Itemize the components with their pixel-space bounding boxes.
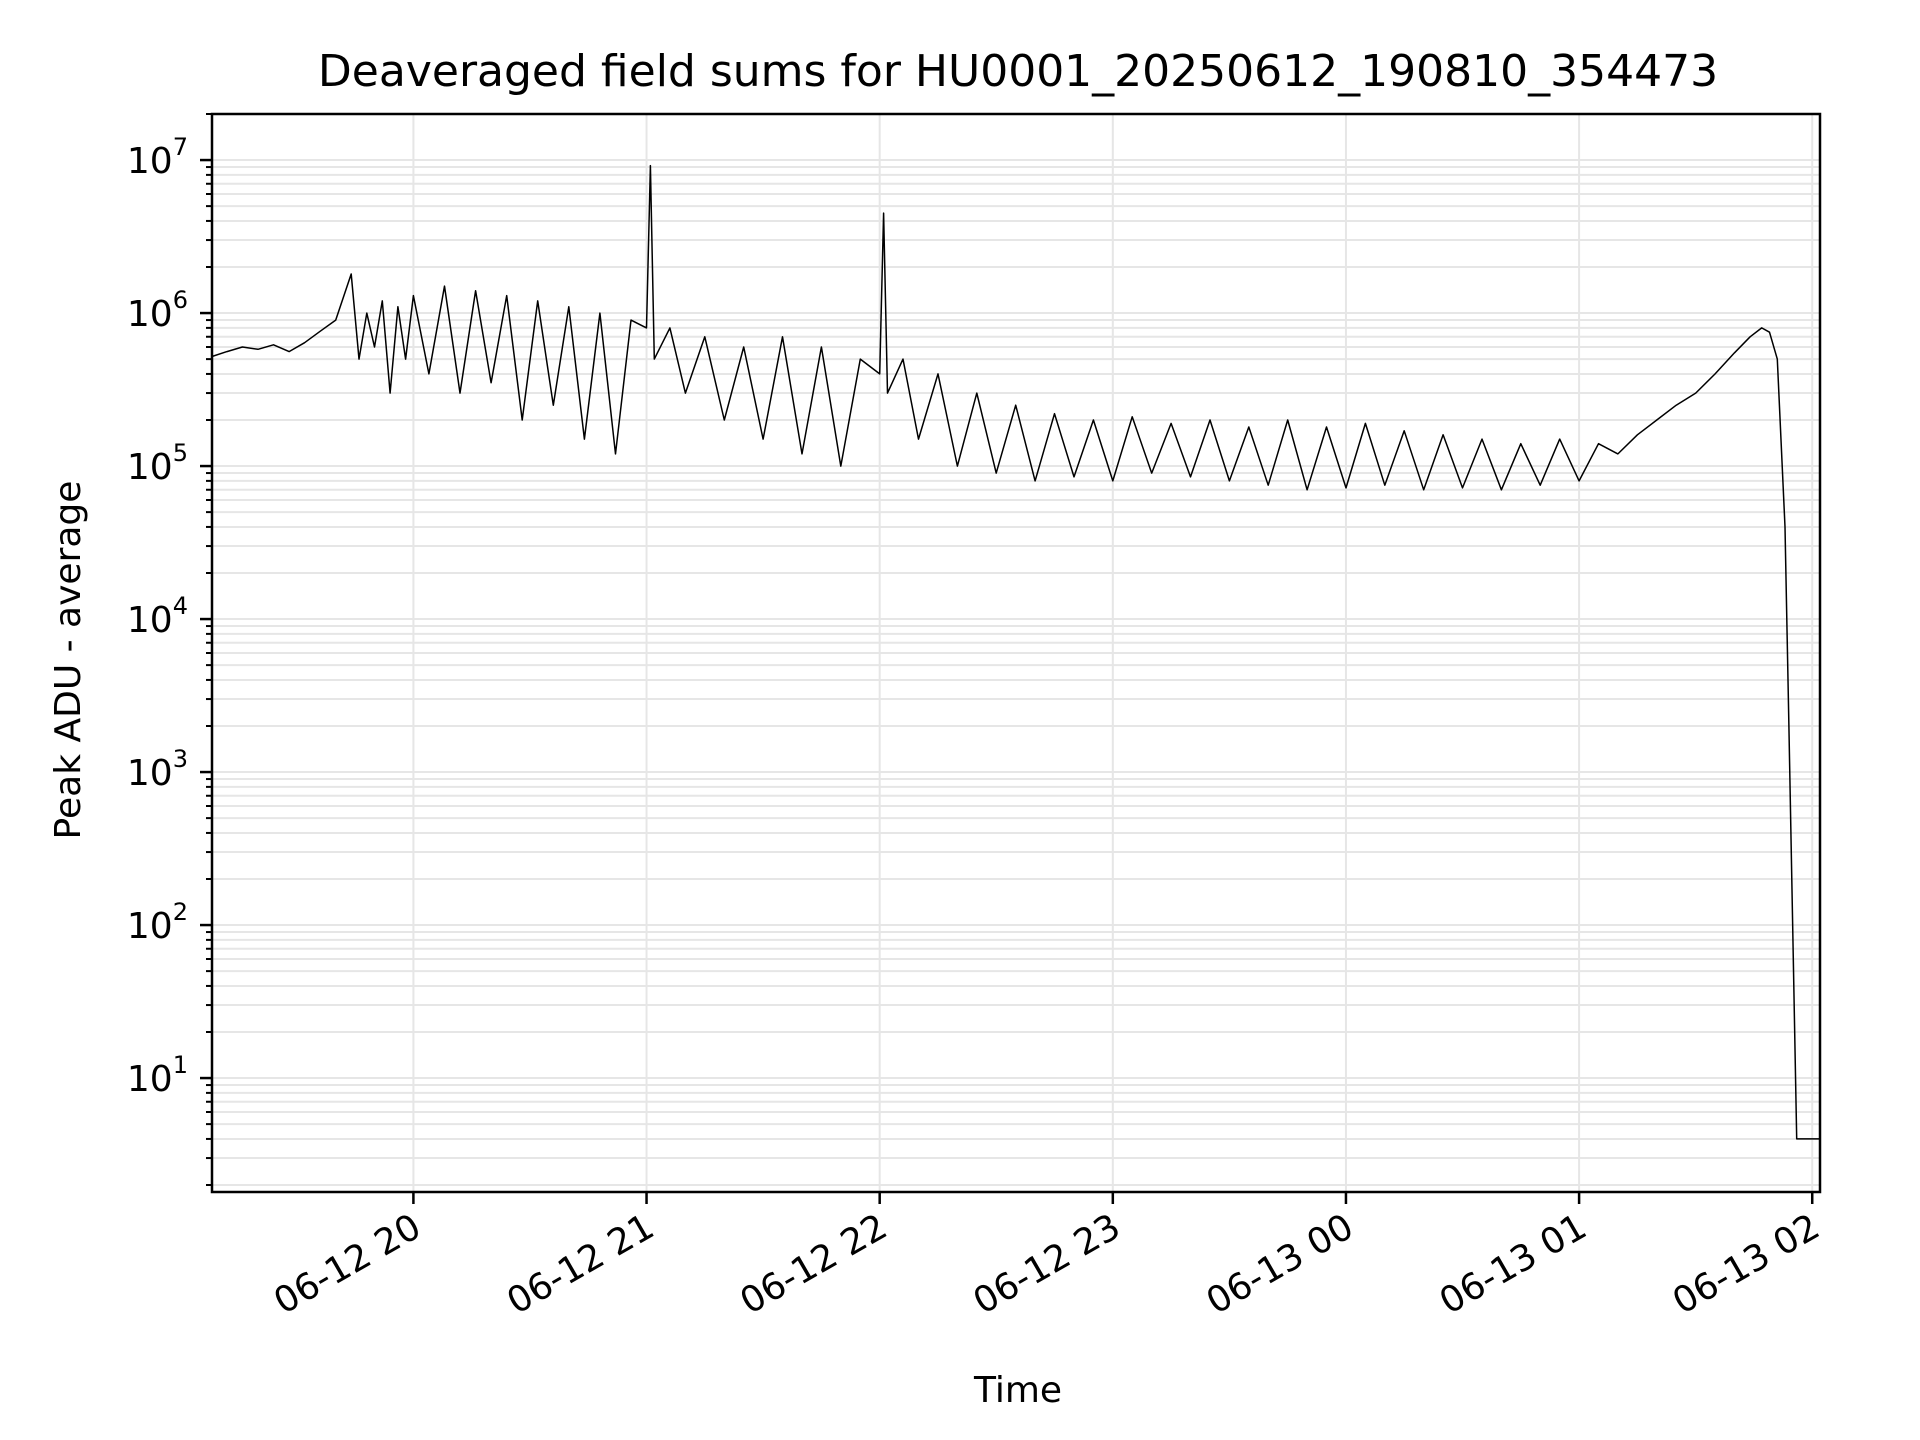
x-tick-label: 06-12 22 (734, 1206, 895, 1322)
y-tick-label: 104 (127, 592, 188, 641)
x-tick-label: 06-13 01 (1433, 1206, 1594, 1322)
x-axis-label: Time (973, 1370, 1062, 1411)
y-tick-label: 107 (127, 133, 188, 182)
y-axis: 101 102 103 104 105 106 107 (127, 113, 212, 1186)
y-tick-label: 105 (127, 439, 188, 488)
chart-title: Deaveraged field sums for HU0001_2025061… (318, 46, 1718, 97)
x-tick-label: 06-13 00 (1200, 1206, 1361, 1322)
x-tick-label: 06-13 02 (1666, 1206, 1827, 1322)
series-group (211, 164, 1820, 1140)
y-tick-label: 102 (127, 898, 188, 947)
x-tick-label: 06-12 20 (267, 1206, 428, 1322)
y-tick-label: 106 (127, 286, 188, 335)
series-line (211, 164, 1820, 1140)
x-tick-label: 06-12 23 (967, 1206, 1128, 1322)
x-axis: 06-12 20 06-12 21 06-12 22 06-12 23 06-13 00… (267, 1192, 1827, 1323)
y-axis-label: Peak ADU - average (48, 481, 89, 840)
x-tick-label: 06-12 21 (500, 1206, 661, 1322)
y-tick-label: 101 (127, 1051, 188, 1100)
grid (212, 113, 1820, 1192)
y-tick-label: 103 (127, 745, 188, 794)
